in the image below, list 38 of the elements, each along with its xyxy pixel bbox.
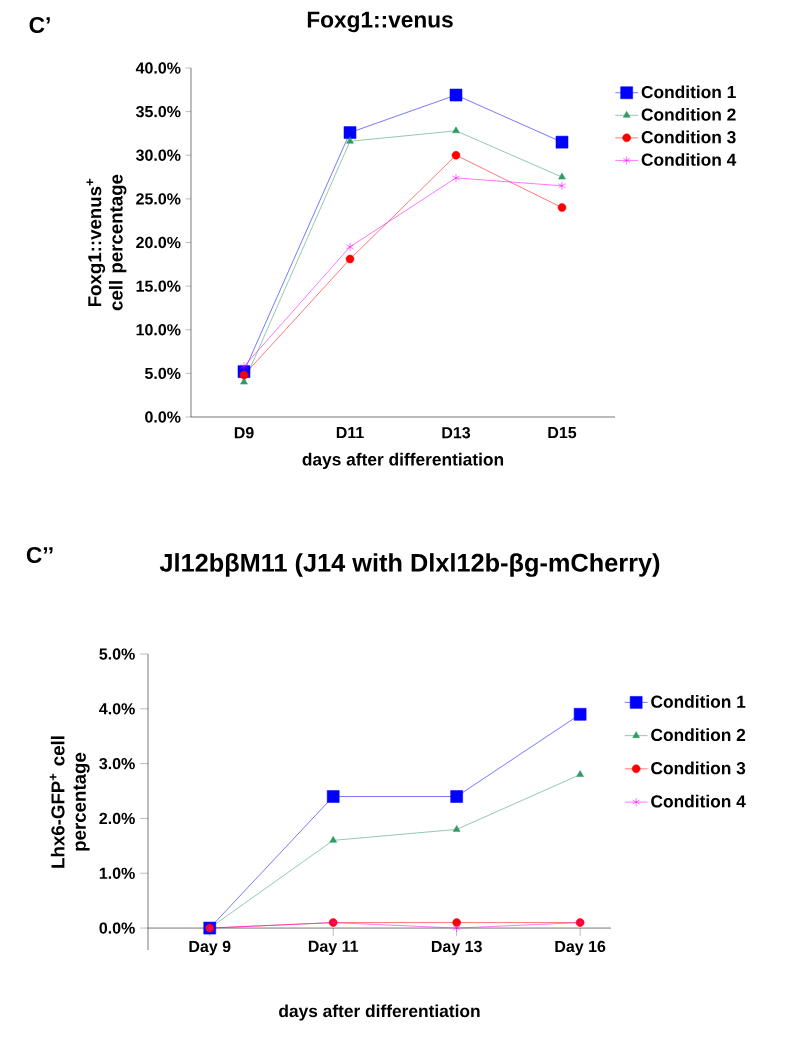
text: C’ (29, 16, 50, 34)
x-tick-label: D9 (234, 427, 254, 439)
y-tick-label: 25.0% (136, 193, 181, 205)
text: C’’ (26, 546, 53, 564)
legend-label: Condition 4 (651, 794, 746, 808)
x-tick-label: Day 11 (308, 940, 359, 956)
chart-title: Jl12bβM11 (J14 with Dlxl12b-βg-mCherry) (159, 553, 660, 577)
y-tick-label: 5.0% (99, 648, 135, 660)
x-tick-label: Day 13 (431, 940, 482, 956)
x-tick-label: D15 (548, 427, 577, 439)
x-tick-label: Day 9 (189, 940, 231, 956)
chart-title: Foxg1::venus (307, 11, 453, 33)
legend-label: Condition 3 (651, 761, 746, 775)
y-tick-label: 1.0% (99, 867, 135, 879)
x-axis-title: days after differentiation (279, 1004, 480, 1021)
y-tick-label: 30.0% (135, 149, 181, 161)
legend-label: Condition 1 (651, 695, 746, 708)
text: Foxg1::venus$^{+}$ cell percentage (86, 174, 127, 311)
x-axis-title: days after differentiation (302, 452, 504, 470)
y-tick-label: 20.0% (136, 236, 181, 249)
legend-label: Condition 4 (641, 153, 737, 166)
legend-label: Condition 2 (641, 108, 736, 121)
y-tick-label: 15.0% (136, 280, 181, 292)
x-tick-label: D13 (442, 427, 471, 439)
y-tick-label: 5.0% (144, 367, 181, 380)
y-tick-label: 4.0% (99, 703, 135, 715)
legend-label: Condition 3 (641, 130, 736, 144)
y-tick-label: 10.0% (136, 324, 181, 336)
y-tick-label: 3.0% (99, 757, 135, 770)
y-tick-label: 0.0% (145, 411, 181, 423)
y-tick-label: 2.0% (99, 812, 135, 825)
x-tick-label: D11 (336, 427, 364, 439)
legend-label: Condition 2 (651, 728, 746, 742)
y-tick-label: 40.0% (135, 62, 181, 74)
y-tick-label: 35.0% (135, 105, 181, 118)
x-tick-label: Day 16 (555, 940, 606, 956)
y-tick-label: 0.0% (99, 922, 135, 934)
legend-label: Condition 1 (641, 85, 736, 99)
